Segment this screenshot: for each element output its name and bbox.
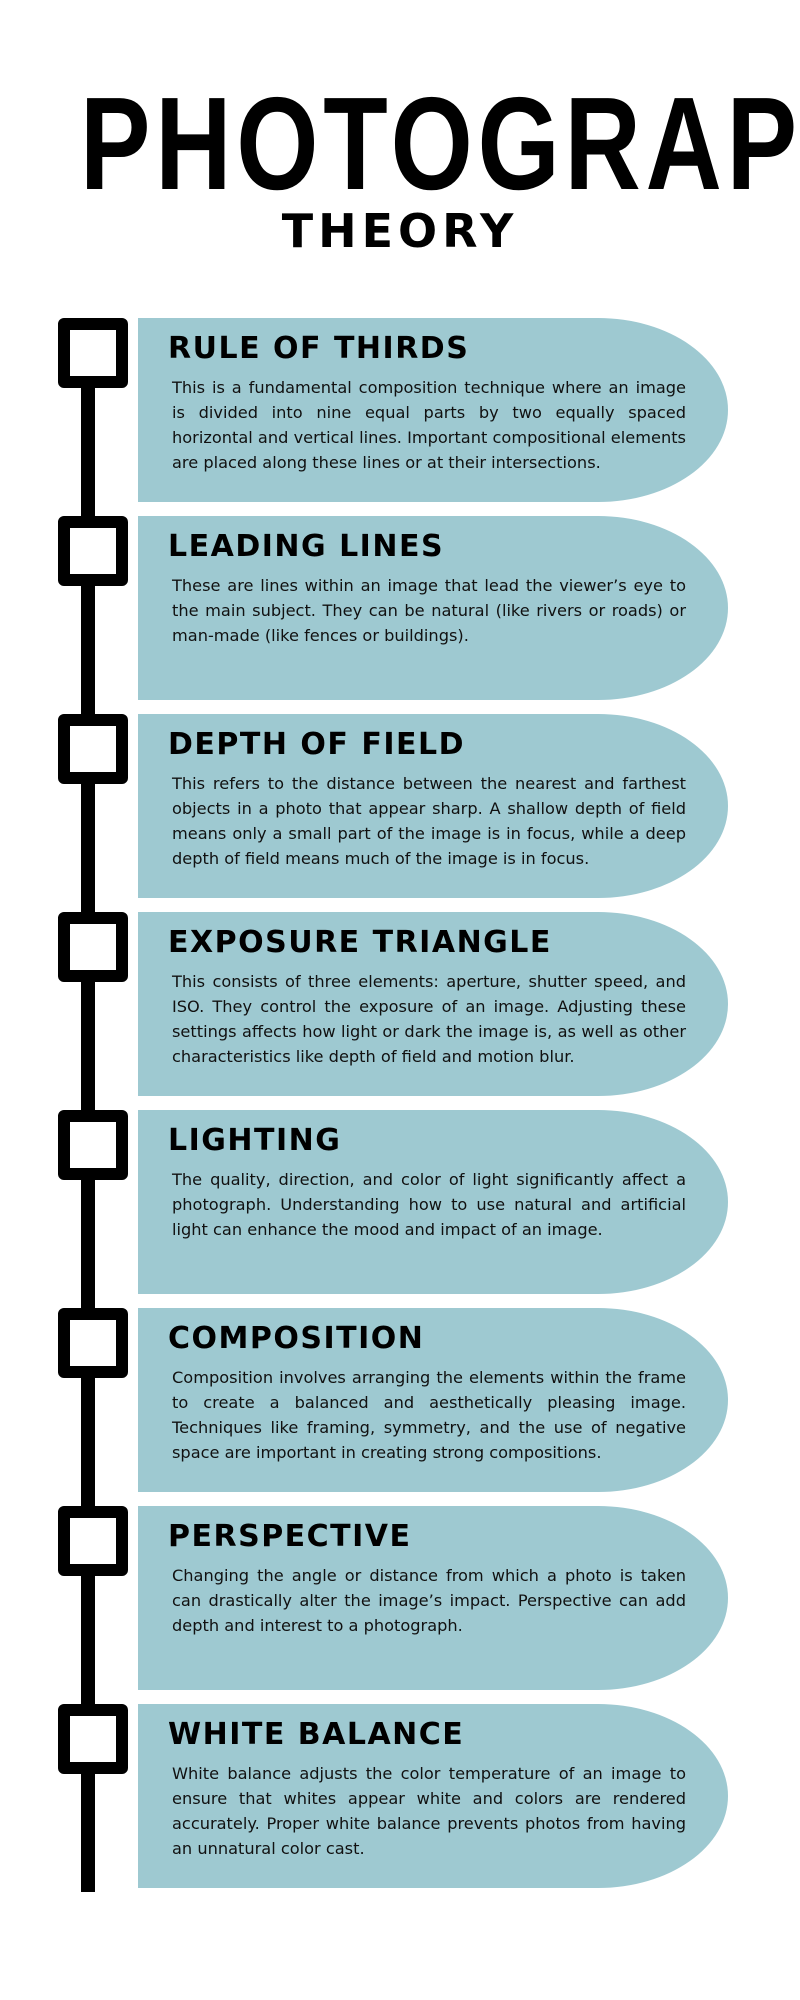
page-subtitle: THEORY	[281, 204, 519, 258]
timeline-marker-icon	[58, 516, 128, 586]
section-title: COMPOSITION	[168, 1321, 425, 1356]
section-text: The quality, direction, and color of lig…	[172, 1170, 686, 1239]
timeline-marker-icon	[58, 912, 128, 982]
timeline-marker-icon	[58, 1110, 128, 1180]
section-card-depth-of-field: DEPTH OF FIELD This refers to the distan…	[138, 714, 728, 898]
section-card-rule-of-thirds: RULE OF THIRDS This is a fundamental com…	[138, 318, 728, 502]
section-text: Composition involves arranging the eleme…	[172, 1368, 686, 1462]
timeline-marker-icon	[58, 1506, 128, 1576]
section-title: WHITE BALANCE	[168, 1717, 465, 1752]
timeline-marker-icon	[58, 1308, 128, 1378]
section-text: Changing the angle or distance from whic…	[172, 1566, 686, 1635]
section-title: LIGHTING	[168, 1123, 342, 1158]
section-text: White balance adjusts the color temperat…	[172, 1764, 686, 1858]
section-card-composition: COMPOSITION Composition involves arrangi…	[138, 1308, 728, 1492]
section-title: EXPOSURE TRIANGLE	[168, 925, 552, 960]
section-card-white-balance: WHITE BALANCE White balance adjusts the …	[138, 1704, 728, 1888]
timeline-marker-icon	[58, 1704, 128, 1774]
section-title: LEADING LINES	[168, 529, 445, 564]
section-card-exposure-triangle: EXPOSURE TRIANGLE This consists of three…	[138, 912, 728, 1096]
section-card-perspective: PERSPECTIVE Changing the angle or distan…	[138, 1506, 728, 1690]
page-title: PHOTOGRAPHY	[80, 70, 800, 217]
timeline-marker-icon	[58, 318, 128, 388]
section-card-leading-lines: LEADING LINES These are lines within an …	[138, 516, 728, 700]
section-text: This refers to the distance between the …	[172, 774, 686, 868]
section-title: DEPTH OF FIELD	[168, 727, 466, 762]
timeline-marker-icon	[58, 714, 128, 784]
section-title: PERSPECTIVE	[168, 1519, 412, 1554]
section-text: This consists of three elements: apertur…	[172, 972, 686, 1066]
section-title: RULE OF THIRDS	[168, 331, 470, 366]
section-card-lighting: LIGHTING The quality, direction, and col…	[138, 1110, 728, 1294]
section-text: These are lines within an image that lea…	[172, 576, 686, 645]
section-text: This is a fundamental composition techni…	[172, 378, 686, 472]
